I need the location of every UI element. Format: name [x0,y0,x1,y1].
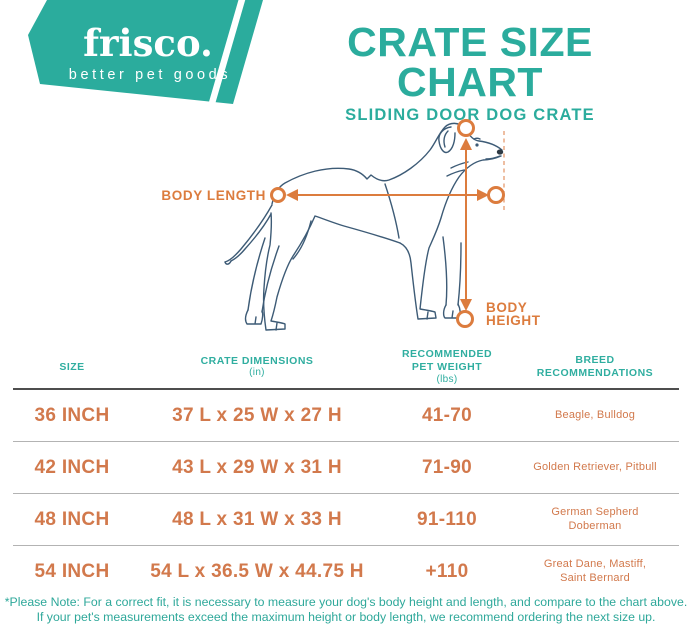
breed-line: Saint Bernard [560,571,630,584]
logo-brand-text: frisco. [83,21,213,65]
dog-far-rear-leg [261,245,280,313]
cell-dimensions: 43 L x 29 W x 31 H [172,456,342,478]
column-header-dimensions: CRATE DIMENSIONS (in) [131,355,383,380]
dog-tail [230,213,272,262]
header: CRATE SIZE CHART SLIDING DOOR DOG CRATE [275,22,665,125]
table-row: 42 INCH 43 L x 29 W x 31 H 71-90 Golden … [13,442,679,494]
header-unit: (in) [249,367,265,379]
dog-front-outline [399,155,502,320]
dog-ear [438,126,456,154]
dog-brow [473,137,481,140]
dog-far-rear-paw [244,309,264,325]
marker-circle-head [457,119,475,137]
dog-tail [224,204,273,263]
arrowhead-left-icon [286,189,298,201]
arrowhead-up-icon [460,138,472,150]
marker-circle-ground [456,310,474,328]
breed-line: Great Dane, Mastiff, [543,558,647,571]
table-header-row: SIZE CRATE DIMENSIONS (in) RECOMMENDED P… [13,346,679,390]
frisco-logo-banner: frisco. better pet goods [28,0,263,111]
breed-line: German Sepherd [551,506,639,519]
footnote-line: If your pet's measurements exceed the ma… [36,610,656,624]
logo-banner-shape [28,0,263,104]
cell-breeds: German Sepherd Doberman [511,506,679,532]
cell-weight: 41-70 [421,404,473,426]
marker-circle-rump [270,187,286,203]
cell-dimensions: 37 L x 25 W x 27 H [172,404,342,426]
logo-tagline-text: better pet goods [69,67,231,83]
breed-line: Doberman [568,519,622,532]
size-table: SIZE CRATE DIMENSIONS (in) RECOMMENDED P… [13,346,679,597]
dog-measurement-diagram [224,119,505,331]
table-row: 36 INCH 37 L x 25 W x 27 H 41-70 Beagle,… [13,390,679,442]
logo-slash [206,0,246,111]
header-line: RECOMMENDATIONS [536,367,654,379]
column-header-weight: RECOMMENDED PET WEIGHT (lbs) [383,348,511,385]
arrowhead-down-icon [460,299,472,311]
table-row: 48 INCH 48 L x 31 W x 33 H 91-110 German… [13,494,679,546]
cell-weight: +110 [425,560,469,582]
column-header-breeds: BREED RECOMMENDATIONS [511,354,679,379]
cell-weight: 71-90 [421,456,473,478]
cell-weight: 91-110 [417,508,477,530]
page-subtitle: SLIDING DOOR DOG CRATE [345,106,595,124]
cell-dimensions: 54 L x 36.5 W x 44.75 H [150,560,364,582]
body-height-label: BODY HEIGHT [486,300,541,328]
column-header-size: SIZE [13,361,131,374]
dog-neck-line [446,169,465,177]
header-line: RECOMMENDED [401,348,493,361]
dog-toe-mark [426,311,429,320]
table-row: 54 INCH 54 L x 36.5 W x 44.75 H +110 Gre… [13,546,679,597]
header-line: CRATE DIMENSIONS [200,354,314,367]
dog-far-front-leg [442,236,448,306]
header-unit: (lbs) [436,373,458,385]
cell-size: 48 INCH [34,508,110,530]
dog-far-rear-leg [247,237,266,311]
page-title: CRATE SIZE CHART [347,19,593,105]
header-line: BREED [575,354,615,367]
dog-nose [496,149,504,155]
body-length-label: BODY LENGTH [161,188,266,203]
footnote-line: *Please Note: For a correct fit, it is n… [4,595,688,609]
dog-thigh-line [292,220,312,260]
footnote: *Please Note: For a correct fit, it is n… [0,595,692,625]
breed-line: Golden Retriever, Pitbull [533,460,657,473]
cell-size: 54 INCH [34,560,110,582]
cell-breeds: Great Dane, Mastiff, Saint Bernard [511,558,679,584]
dog-tail-tip [224,260,232,265]
dog-toe-mark [275,322,278,331]
cell-breeds: Beagle, Bulldog [511,409,679,422]
dog-eye [475,143,479,147]
header-line: SIZE [59,360,85,373]
cell-size: 42 INCH [34,456,110,478]
cell-breeds: Golden Retriever, Pitbull [511,461,679,474]
arrowhead-right-icon [477,189,489,201]
cell-dimensions: 48 L x 31 W x 33 H [172,508,342,530]
dog-far-front-leg [457,242,462,306]
measurement-annotations [270,119,505,328]
dog-far-front-paw [442,303,461,319]
cell-size: 36 INCH [34,404,110,426]
dog-belly-hindleg [262,212,401,331]
dog-mouth [485,155,501,160]
marker-circle-chest [487,186,505,204]
dog-shoulder-line [384,183,400,239]
dog-illustration [224,122,504,331]
dog-ear-inner [443,130,449,148]
breed-line: Beagle, Bulldog [554,408,636,421]
header-line: PET WEIGHT [411,361,483,373]
